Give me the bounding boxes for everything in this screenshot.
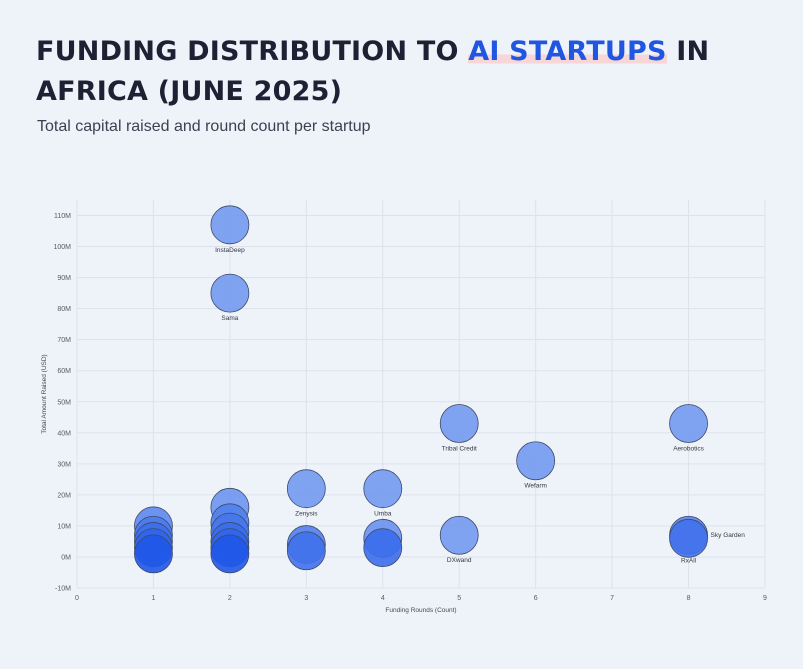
point-label: InstaDeep — [215, 247, 245, 254]
chart-subtitle: Total capital raised and round count per… — [37, 118, 371, 135]
point-label: RxAll — [681, 557, 697, 564]
data-point — [210, 273, 250, 313]
x-tick-label: 6 — [534, 595, 538, 602]
point-label: Aerobotics — [673, 445, 704, 452]
x-tick-label: 5 — [457, 595, 461, 602]
point-label: Sama — [221, 315, 238, 322]
x-tick-label: 9 — [763, 595, 767, 602]
data-point — [669, 404, 708, 443]
x-tick-label: 8 — [687, 595, 691, 602]
y-tick-label: 0M — [61, 554, 71, 561]
title-prefix: FUNDING DISTRIBUTION TO — [36, 36, 469, 67]
chart-title: FUNDING DISTRIBUTION TO AI STARTUPS IN A… — [36, 32, 756, 112]
y-tick-label: 20M — [57, 492, 71, 499]
data-point — [134, 534, 173, 574]
point-label: Umba — [374, 511, 392, 518]
point-label: Wefarm — [524, 483, 547, 490]
data-point — [669, 518, 708, 558]
y-tick-label: 30M — [57, 461, 71, 468]
title-highlight: AI STARTUPS — [468, 36, 667, 67]
y-tick-label: 60M — [57, 368, 71, 375]
y-tick-label: 80M — [57, 306, 71, 313]
y-tick-label: 10M — [57, 523, 71, 530]
data-point — [363, 528, 403, 568]
x-tick-label: 3 — [304, 595, 308, 602]
data-point — [439, 404, 479, 443]
point-label: DXwand — [447, 557, 472, 564]
y-tick-label: 40M — [57, 430, 71, 437]
title-suffix: IN AFRICA (JUNE 2025) — [36, 36, 710, 107]
data-point — [516, 441, 556, 481]
y-tick-label: 50M — [57, 399, 71, 406]
data-point — [286, 531, 326, 571]
point-label: Tribal Credit — [442, 445, 477, 452]
x-tick-label: 1 — [151, 595, 155, 602]
x-tick-label: 0 — [75, 595, 79, 602]
point-label: Zenysis — [295, 511, 318, 518]
y-axis-title: Total Amount Raised (USD) — [41, 354, 48, 433]
point-label: Sky Garden — [711, 532, 746, 539]
data-point — [439, 515, 479, 555]
y-tick-label: 90M — [57, 275, 71, 282]
data-point — [210, 205, 250, 245]
data-point — [286, 469, 326, 509]
data-point — [210, 534, 250, 574]
y-tick-label: 100M — [53, 244, 71, 251]
y-tick-label: 70M — [57, 337, 71, 344]
x-axis-title: Funding Rounds (Count) — [385, 607, 456, 614]
x-tick-label: 4 — [381, 595, 385, 602]
y-tick-label: 110M — [54, 213, 71, 220]
y-tick-label: -10M — [55, 586, 71, 593]
x-tick-label: 7 — [610, 595, 614, 602]
data-point — [363, 469, 403, 509]
x-tick-label: 2 — [228, 595, 232, 602]
